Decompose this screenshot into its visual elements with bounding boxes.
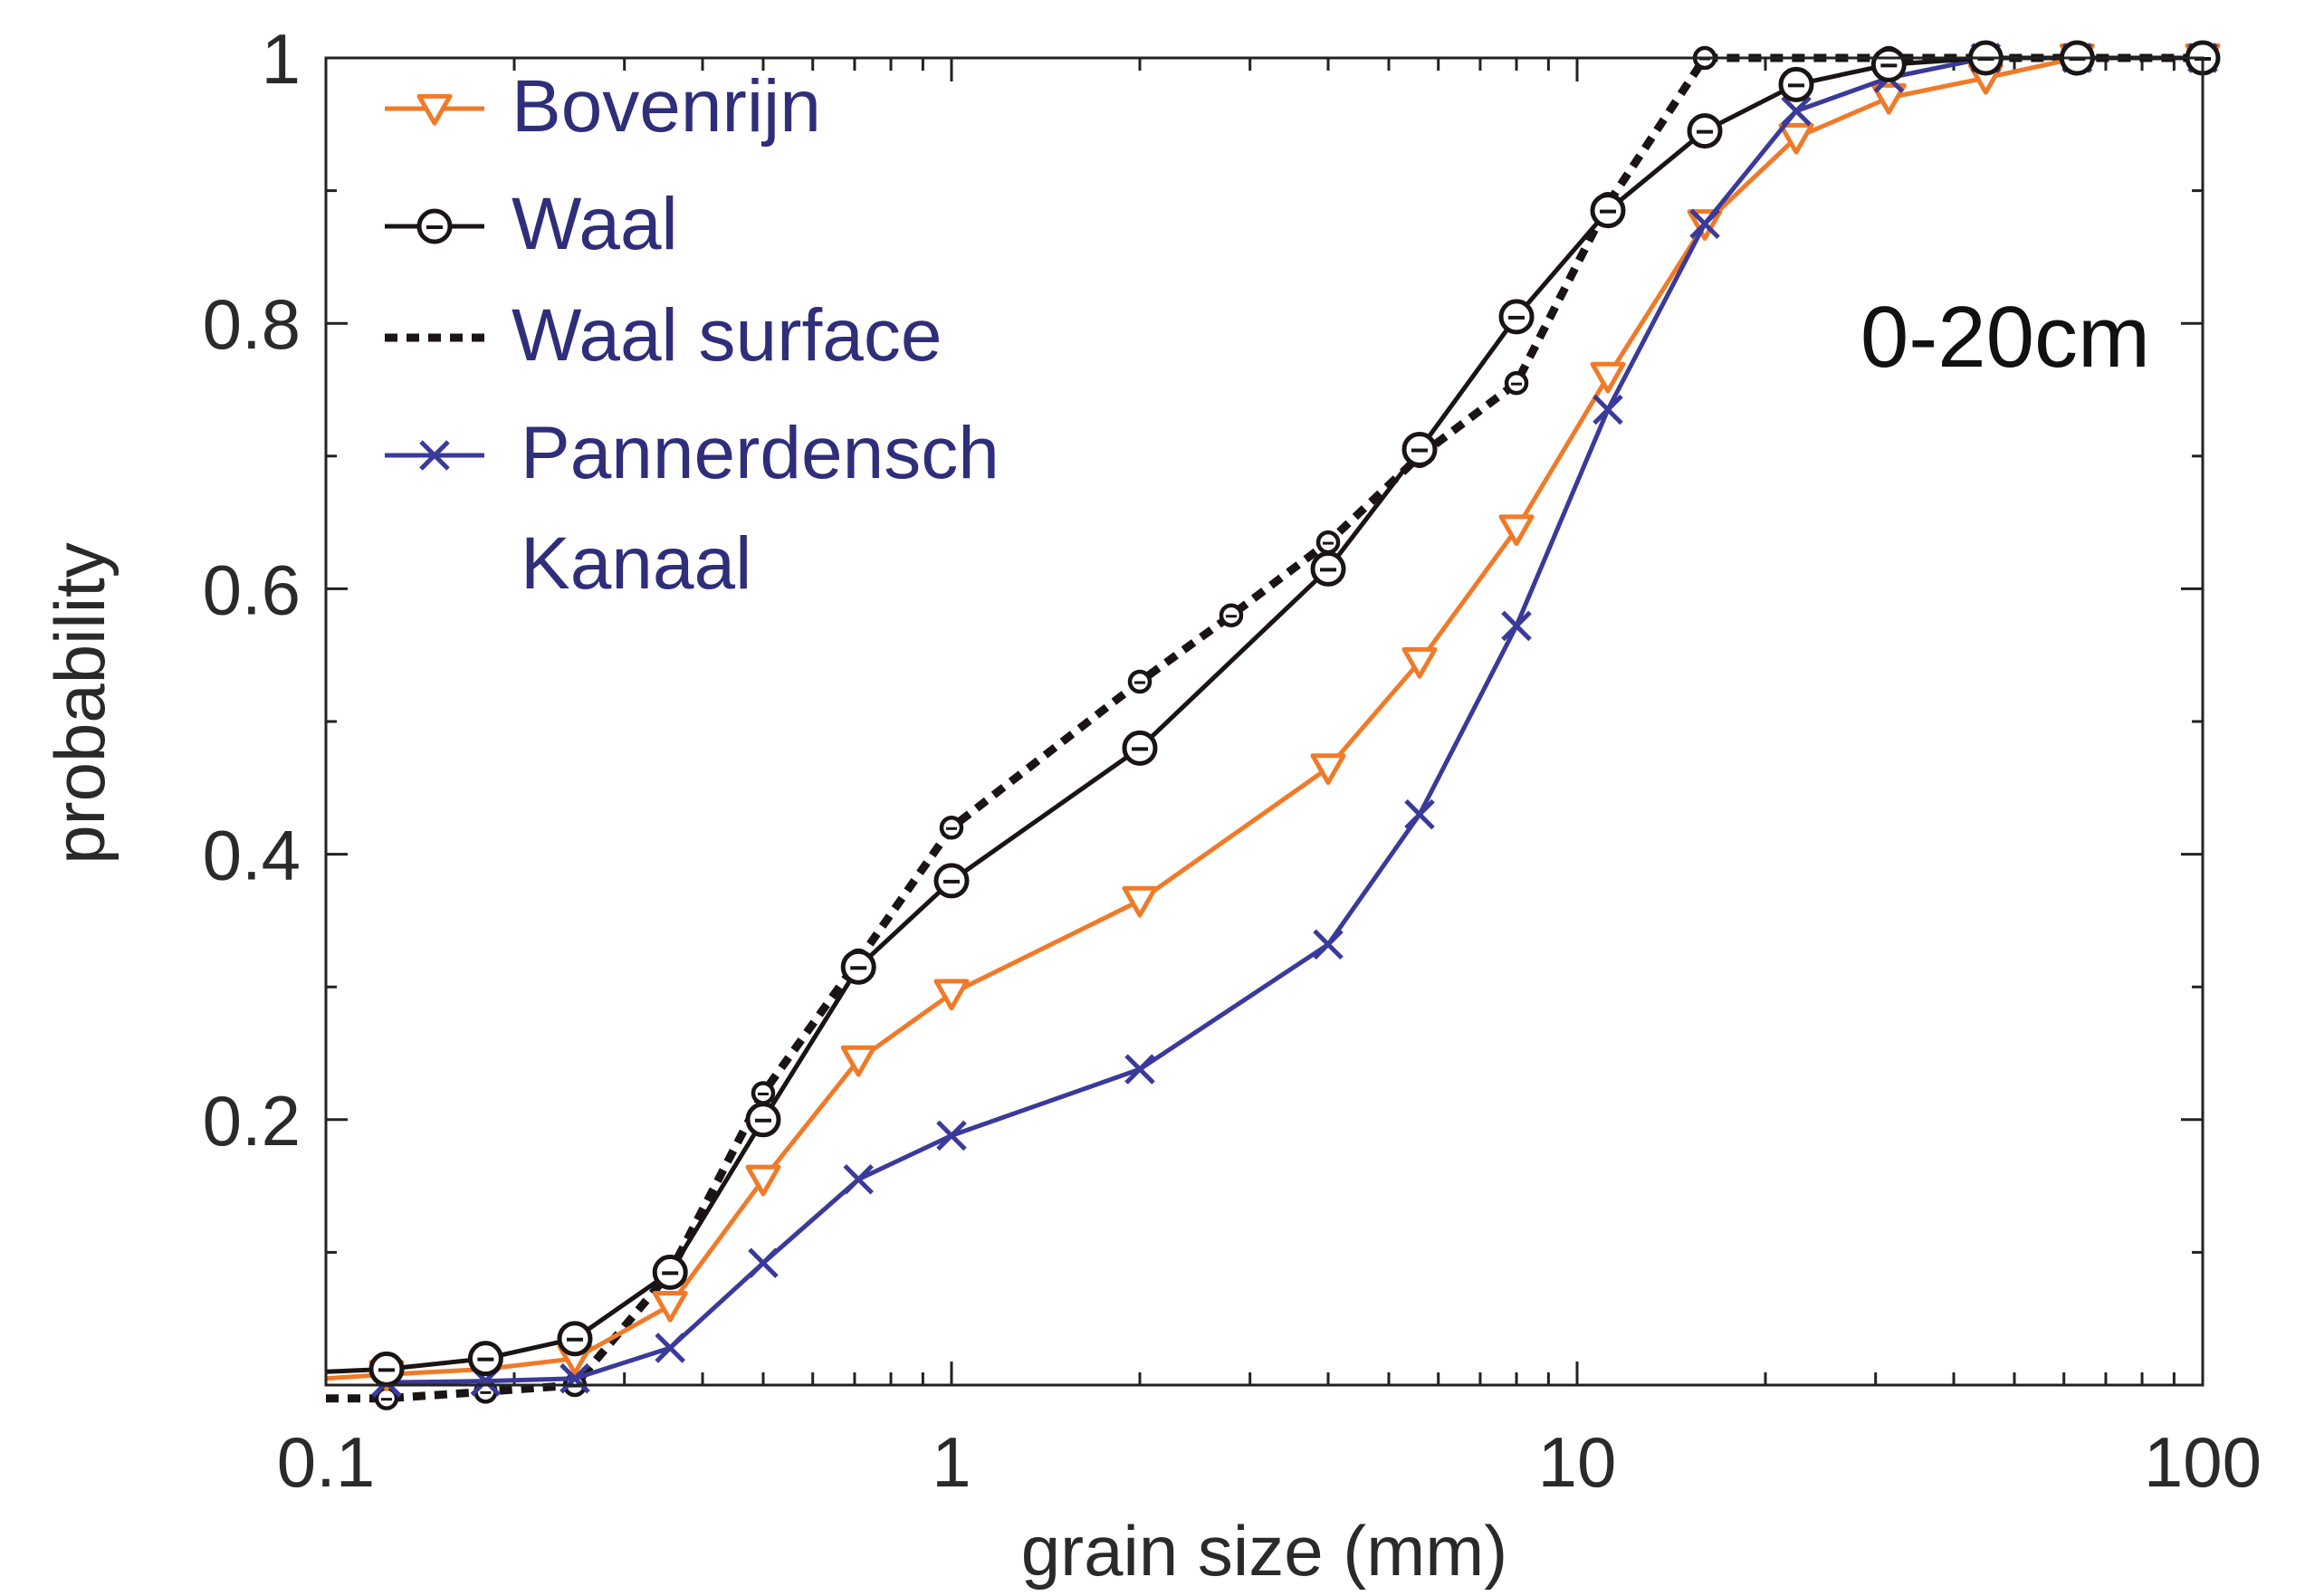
data-point-bovenrijn bbox=[745, 1164, 781, 1197]
y-tick-label: 0.8 bbox=[203, 284, 301, 364]
y-tick-label: 0.6 bbox=[203, 550, 301, 629]
data-point-pannerdensch-kanaal bbox=[843, 1164, 874, 1195]
data-point-pannerdensch-kanaal bbox=[936, 1120, 967, 1152]
series-layer bbox=[325, 40, 2221, 1410]
data-point-pannerdensch-kanaal bbox=[748, 1247, 779, 1278]
data-point-pannerdensch-kanaal bbox=[1592, 394, 1623, 425]
data-point-bovenrijn bbox=[1401, 646, 1438, 679]
data-point-bovenrijn bbox=[652, 1290, 688, 1323]
data-point-pannerdensch-kanaal bbox=[1124, 1054, 1155, 1085]
y-tick-label: 0.4 bbox=[203, 816, 301, 895]
data-point-pannerdensch-kanaal bbox=[1689, 208, 1720, 240]
data-point-pannerdensch-kanaal bbox=[560, 1362, 590, 1394]
data-point-pannerdensch-kanaal bbox=[1404, 798, 1435, 830]
legend-swatch-pannerdensch-kanaal bbox=[385, 440, 484, 471]
legend-item-pannerdensch-kanaal: Pannerdensch Kanaal bbox=[385, 412, 999, 605]
legend-label-waal: Waal bbox=[512, 183, 678, 265]
x-axis-label: grain size (mm) bbox=[1021, 1511, 1507, 1591]
data-point-bovenrijn bbox=[1778, 122, 1814, 155]
data-point-bovenrijn bbox=[840, 1045, 876, 1077]
data-point-bovenrijn bbox=[1870, 82, 1907, 115]
legend-item-bovenrijn: Bovenrijn bbox=[385, 65, 821, 148]
legend-label-kanaal: Kanaal bbox=[521, 522, 751, 605]
data-point-bovenrijn bbox=[1498, 514, 1535, 547]
data-point-bovenrijn bbox=[933, 979, 970, 1011]
data-point-bovenrijn bbox=[1122, 885, 1158, 918]
plot-frame bbox=[324, 56, 2205, 1387]
y-tick-label: 1 bbox=[262, 19, 301, 99]
data-point-bovenrijn bbox=[1590, 361, 1626, 394]
data-point-pannerdensch-kanaal bbox=[1501, 610, 1532, 642]
data-point-pannerdensch-kanaal bbox=[1781, 95, 1812, 127]
legend-swatch-bovenrijn bbox=[385, 93, 484, 126]
y-axis-label: probability bbox=[40, 542, 120, 865]
annotation-depth: 0-20cm bbox=[1860, 289, 2150, 386]
legend-item-waal: Waal bbox=[385, 183, 678, 265]
legend-label-pannerdensch: Pannerdensch bbox=[521, 412, 999, 494]
ticks-layer: 0.1 1 10 100 0.2 0.4 0.6 0.8 1 bbox=[203, 19, 2262, 1502]
legend: Bovenrijn Waal Waal surface Pannerdensch… bbox=[385, 65, 999, 605]
x-tick-label: 0.1 bbox=[277, 1422, 375, 1502]
x-tick-label: 1 bbox=[932, 1422, 971, 1502]
legend-marker bbox=[416, 93, 453, 126]
series-waal bbox=[325, 40, 2221, 1387]
y-tick-label: 0.2 bbox=[203, 1081, 301, 1161]
x-tick-label: 10 bbox=[1538, 1422, 1617, 1502]
legend-label-bovenrijn: Bovenrijn bbox=[512, 65, 821, 148]
data-point-bovenrijn bbox=[1310, 753, 1346, 785]
labels-layer: grain size (mm) probability 0-20cm bbox=[40, 289, 2150, 1591]
x-tick-label: 100 bbox=[2144, 1422, 2262, 1502]
data-point-pannerdensch-kanaal bbox=[1313, 929, 1344, 960]
data-point-pannerdensch-kanaal bbox=[655, 1333, 685, 1363]
legend-marker bbox=[419, 440, 450, 471]
legend-item-waal-surface: Waal surface bbox=[385, 294, 942, 377]
series-line-pannerdensch-kanaal bbox=[386, 55, 2203, 1385]
legend-swatch-waal bbox=[385, 208, 484, 244]
legend-label-waal-surface: Waal surface bbox=[512, 294, 942, 377]
